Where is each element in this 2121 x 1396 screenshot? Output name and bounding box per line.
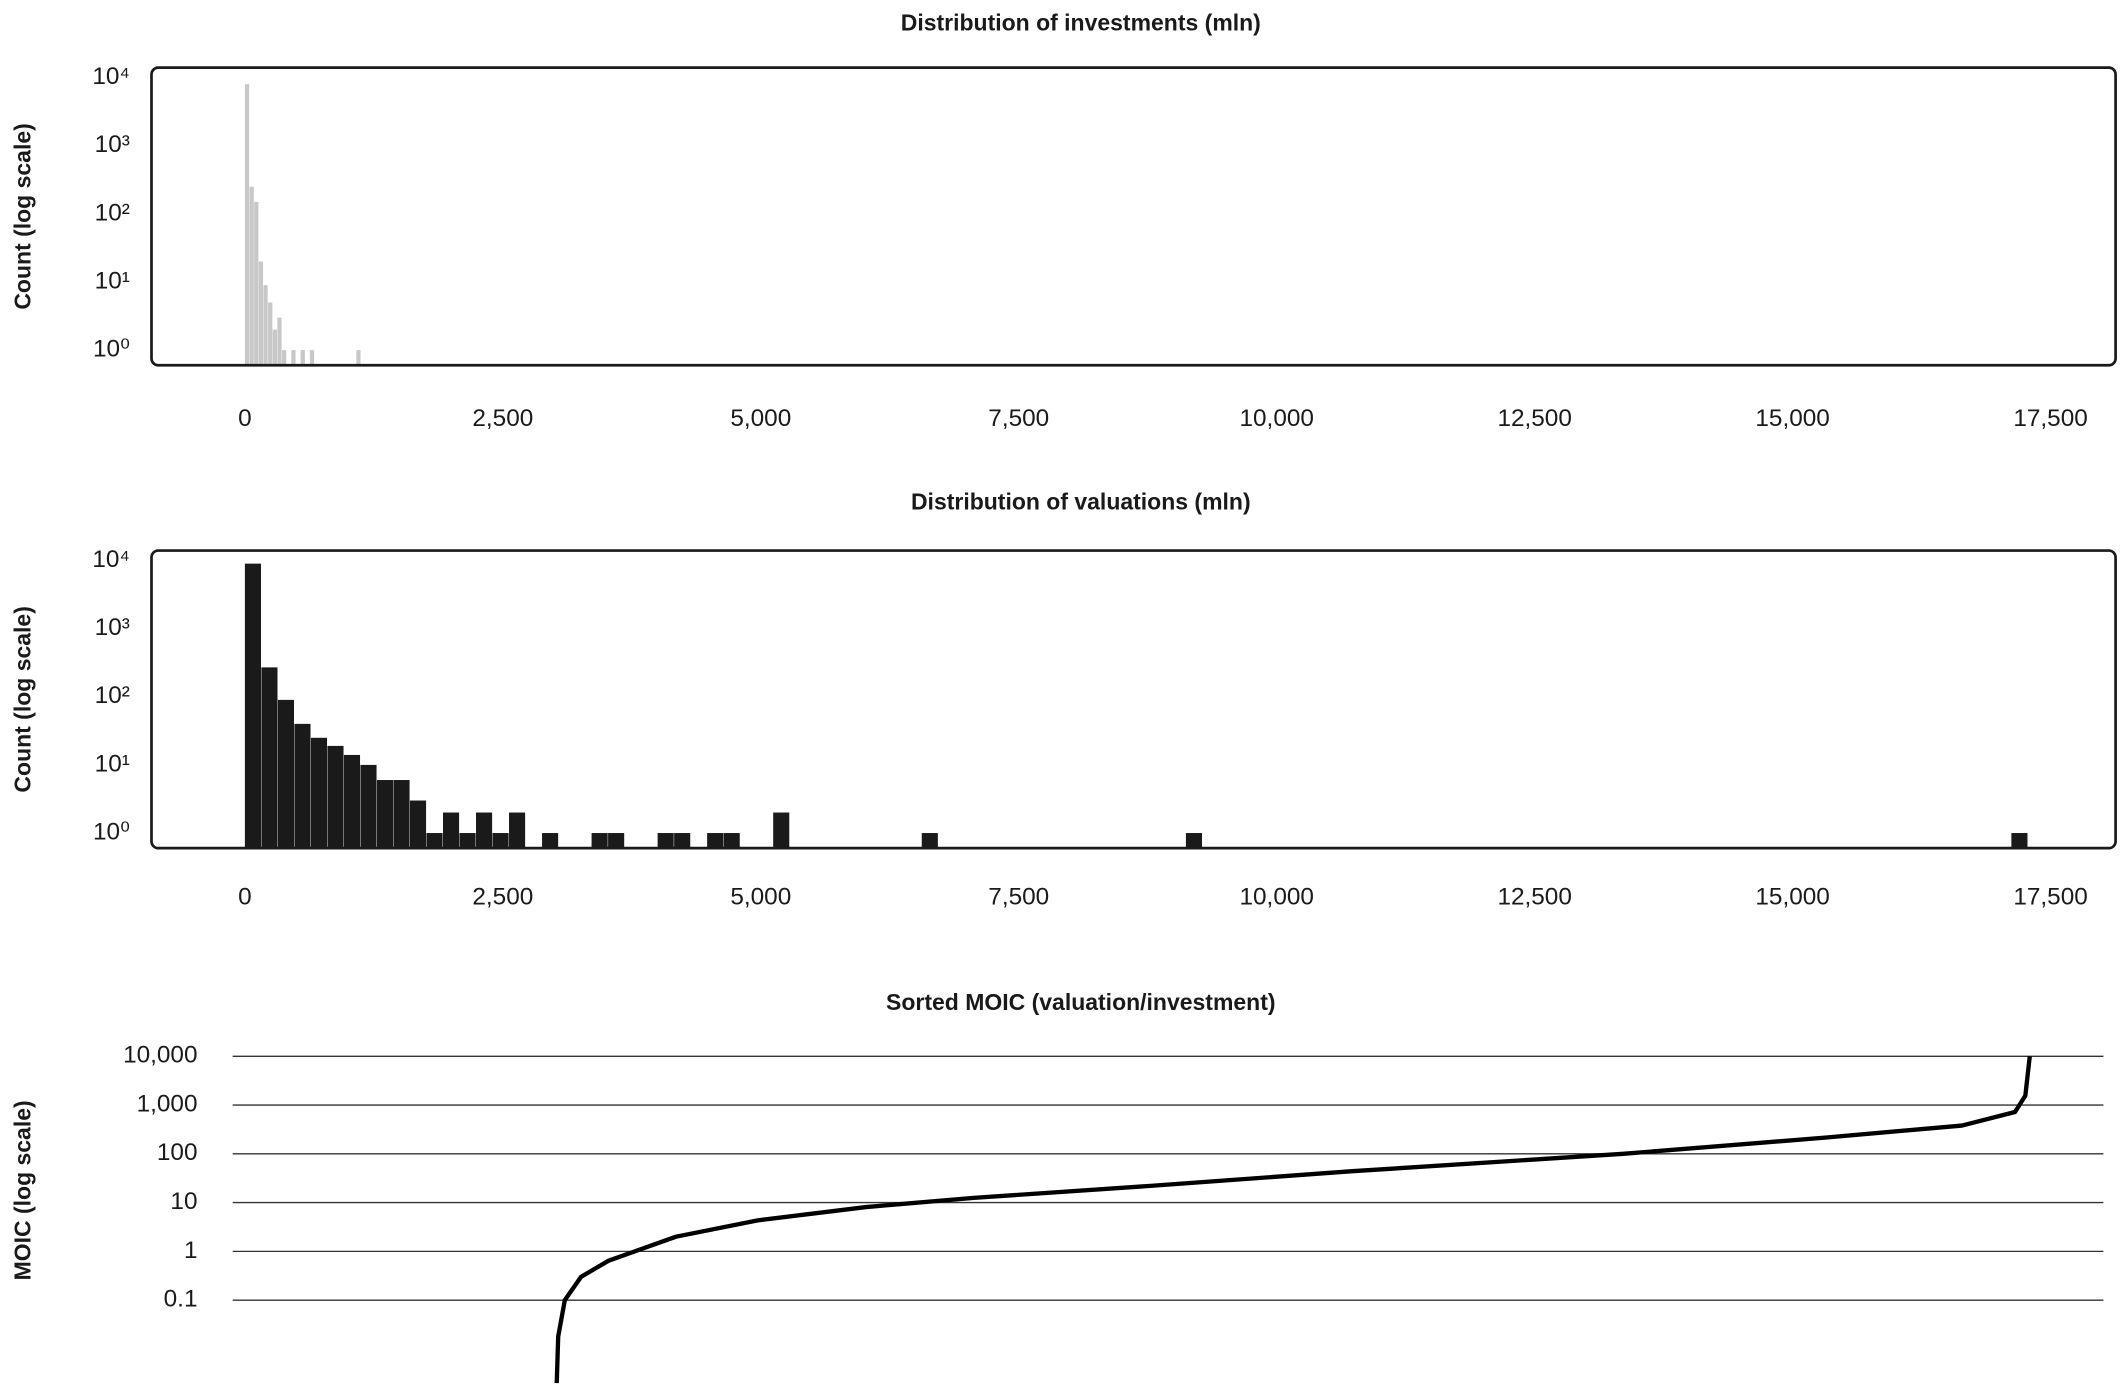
y-tick-label: 1 [184,1237,198,1264]
histogram-bar [261,667,278,849]
x-tick-label: 17,500 [2013,884,2087,911]
chart-title: Sorted MOIC (valuation/investment) [886,989,1276,1015]
histogram-bar [707,833,724,849]
y-tick-label: 10¹ [95,267,130,294]
y-tick-label: 10⁰ [93,336,130,363]
x-tick-label: 15,000 [1755,405,1829,432]
histogram-bar [254,201,259,366]
y-tick-label: 10³ [95,614,130,641]
histogram-bar [272,329,277,366]
y-axis-label: Count (log scale) [9,606,35,792]
y-tick-label: 10⁴ [92,63,130,90]
histogram-bar [442,812,460,849]
histogram-bar [2011,833,2028,849]
histogram-bar [542,833,559,849]
y-tick-label: 10³ [95,131,130,158]
x-tick-label: 2,500 [472,405,533,432]
chart-title: Distribution of investments (mln) [901,9,1261,35]
histogram-bar [343,754,361,849]
histogram-bar [282,350,287,366]
histogram-bar [459,833,476,849]
histogram-bar [291,350,296,366]
histogram-bar [294,723,311,849]
histogram-bar [327,745,344,849]
histogram-bar [356,350,361,366]
histogram-bar [249,186,254,366]
x-tick-label: 17,500 [2013,405,2087,432]
moic-line [554,1056,2032,1384]
histogram-bar [657,833,674,849]
histogram-bar [277,317,282,366]
x-tick-label: 5,000 [730,884,791,911]
x-tick-label: 5,000 [730,405,791,432]
y-tick-label: 0.1 [164,1286,198,1313]
histogram-bar [608,833,625,849]
histogram-bar [393,780,410,849]
plot-frame [150,549,2117,850]
y-axis-label: MOIC (log scale) [9,1100,35,1280]
x-tick-label: 15,000 [1755,884,1829,911]
histogram-bar [476,812,493,849]
y-tick-label: 10¹ [95,750,130,777]
histogram-bar [921,833,938,849]
x-tick-label: 0 [238,405,252,432]
histogram-bar [300,350,305,366]
x-tick-label: 7,500 [988,405,1049,432]
histogram-bar [277,699,295,849]
histogram-bar [509,812,526,849]
histogram-bar [244,563,261,849]
histogram-bar [723,833,740,849]
histogram-bar [268,302,273,366]
x-tick-label: 2,500 [472,884,533,911]
histogram-bar [258,261,264,366]
histogram-bar [263,285,268,366]
histogram-bar [360,764,377,849]
y-tick-label: 10⁰ [93,818,130,845]
x-tick-label: 0 [238,884,252,911]
plot-frame [150,66,2117,367]
histogram-bar [310,737,328,849]
y-tick-label: 10² [95,199,130,226]
histogram-bar [591,833,608,849]
y-tick-label: 10 [170,1188,197,1215]
chart-title: Distribution of valuations (mln) [911,488,1251,514]
x-tick-label: 12,500 [1497,884,1571,911]
y-tick-label: 10,000 [123,1042,197,1069]
y-tick-label: 100 [157,1139,198,1166]
histogram-bar [409,800,427,849]
y-tick-label: 1,000 [137,1090,198,1117]
x-tick-label: 10,000 [1240,405,1314,432]
histogram-bar [773,812,790,849]
x-tick-label: 10,000 [1240,884,1314,911]
histogram-bar [376,780,394,849]
y-tick-label: 10² [95,682,130,709]
histogram-bar [492,833,509,849]
histogram-bar [309,350,315,366]
y-tick-label: 10⁴ [92,546,130,573]
histogram-bar [244,84,250,366]
histogram-bar [426,833,443,849]
histogram-bar [1185,833,1203,849]
histogram-bar [674,833,691,849]
x-tick-label: 7,500 [988,884,1049,911]
x-tick-label: 12,500 [1497,405,1571,432]
y-axis-label: Count (log scale) [9,123,35,309]
